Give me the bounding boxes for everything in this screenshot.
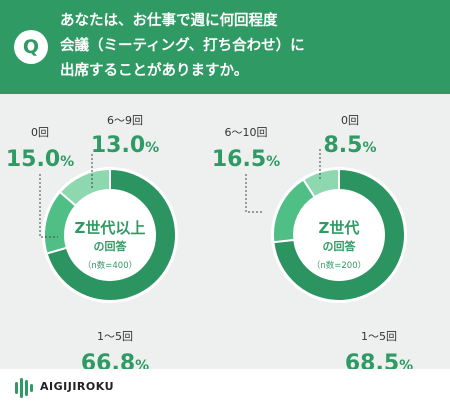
donut-center-note: （n数=200） [312,260,366,271]
brand-name: AIGIJIROKU [40,380,114,393]
slice-value-number: 16.5 [212,147,266,172]
aigijiroku-logo-icon [15,378,33,398]
slice-label-3: 6〜9回 [107,114,143,127]
donut-center-subtitle: の回答 [323,239,357,253]
slice-label-2: 6〜10回 [225,126,268,139]
slice-label-2: 0回 [31,126,49,139]
slice-value-2: 16.5% [212,147,280,172]
slice-value-unit: % [60,154,74,170]
donut-chart-1: Z世代以上の回答（n数=400）1〜5回66.8%0回15.0%6〜9回13.0… [6,114,178,369]
donut-charts: Z世代以上の回答（n数=400）1〜5回66.8%0回15.0%6〜9回13.0… [6,114,413,369]
slice-value-number: 66.8 [81,351,135,369]
donut-center-subtitle: の回答 [94,239,128,253]
leader-line-2 [39,174,58,238]
slice-value-number: 68.5 [345,351,399,369]
slice-value-unit: % [362,140,376,156]
slice-label-1: 1〜5回 [361,330,397,343]
footer: AIGIJIROKU [0,369,450,407]
question-text: あなたは、お仕事で週に何回程度 会議（ミーティング、打ち合わせ）に 出席すること… [60,13,305,79]
question-header: Q あなたは、お仕事で週に何回程度 会議（ミーティング、打ち合わせ）に 出席する… [0,0,450,94]
question-badge: Q [14,30,48,64]
donut-center-note: （n数=400） [83,260,137,271]
donut-center-title: Z世代 [319,219,360,237]
slice-value-unit: % [145,140,159,156]
donut-center-title: Z世代以上 [75,219,146,237]
slice-value-3: 8.5% [323,133,376,158]
leader-line-2 [245,174,264,213]
slice-value-unit: % [399,358,413,369]
slice-value-number: 15.0 [6,147,60,172]
slice-value-2: 15.0% [6,147,74,172]
slice-value-number: 13.0 [91,133,145,158]
slice-value-unit: % [135,358,149,369]
slice-value-1: 68.5% [345,351,413,369]
slice-value-1: 66.8% [81,351,149,369]
donut-center [65,190,155,280]
slice-label-1: 1〜5回 [97,330,133,343]
donut-center [294,190,384,280]
slice-value-number: 8.5 [323,133,362,158]
slice-value-3: 13.0% [91,133,159,158]
slice-value-unit: % [266,154,280,170]
slice-label-3: 0回 [341,114,359,127]
